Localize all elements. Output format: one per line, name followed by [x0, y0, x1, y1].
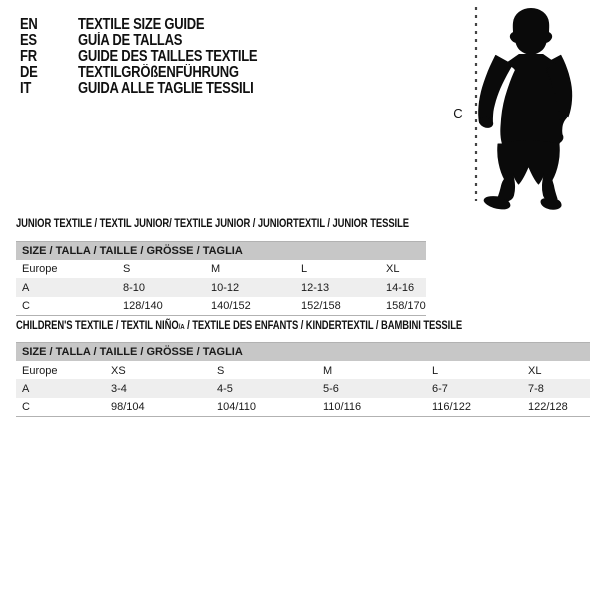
svg-text:C: C — [453, 106, 462, 121]
